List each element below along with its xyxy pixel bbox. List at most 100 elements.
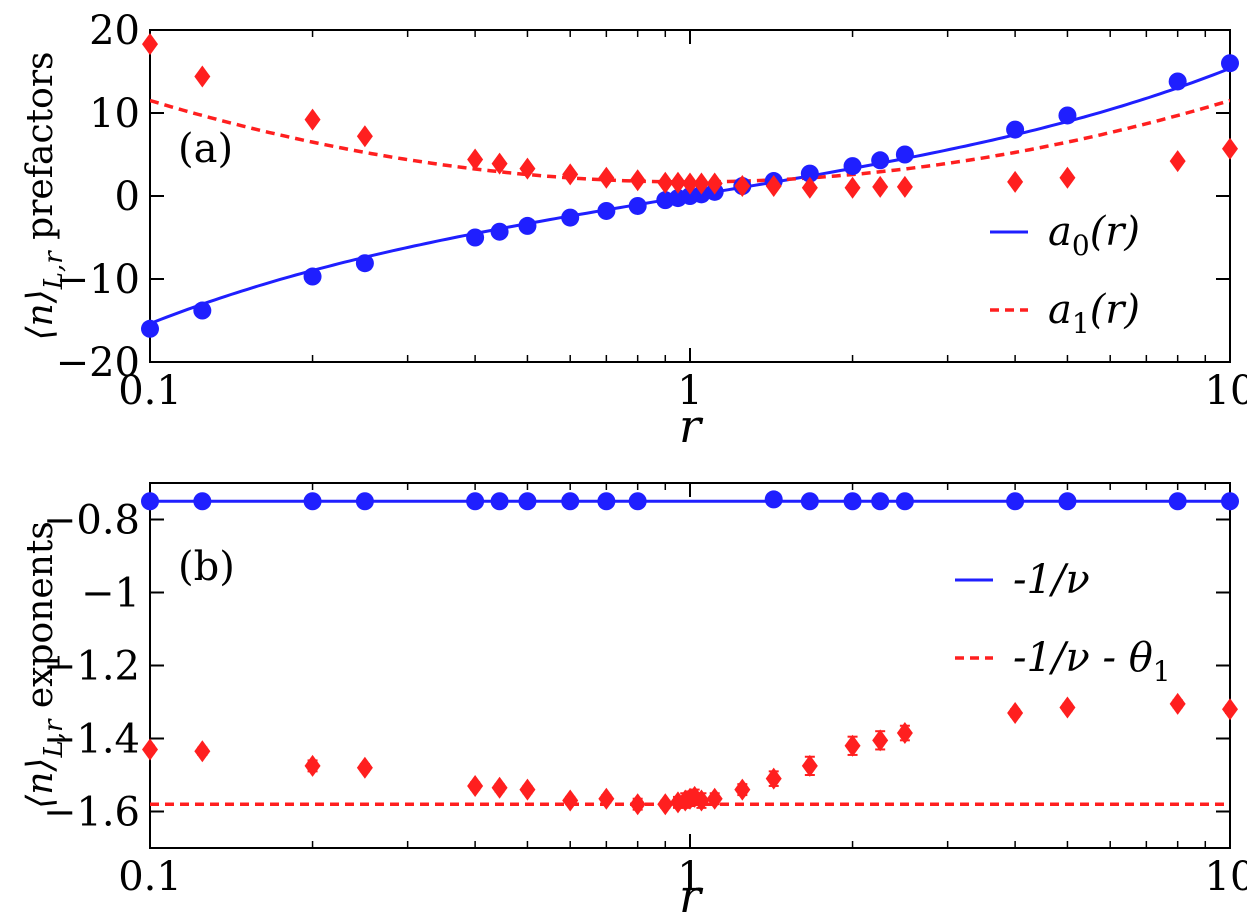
data-point-diamond [194,740,211,763]
data-point-diamond [1007,701,1024,724]
data-point-circle [597,201,616,220]
data-point-circle [843,157,862,176]
data-point-circle [1221,54,1239,73]
data-point-circle [303,492,322,511]
data-point-circle [800,164,819,183]
y-label-suffix: prefactors [20,51,61,251]
legend-label-sub: 1 [1153,655,1171,688]
x-tick-label: 1 [677,854,702,900]
y-tick-label: −1.6 [43,790,140,836]
data-point-circle [843,492,862,511]
data-point-diamond [562,163,579,186]
panel-b-exponents: 0.1 1 10 −0.8 −1 −1.2 −1.4 −1.6 r ⟨n⟩L,r exponent… [20,482,1247,918]
data-point-diamond [706,172,723,195]
data-point-diamond [491,152,508,175]
data-point-circle [561,208,580,227]
data-point-circle [490,222,509,241]
data-point-circle [597,492,616,511]
data-point-circle [1221,492,1239,511]
x-axis-label: r [679,869,704,918]
data-point-diamond [1222,137,1238,160]
data-point-diamond [1059,166,1076,189]
data-point-circle [490,492,509,511]
y-tick-label: −1.4 [43,717,140,763]
y-tick-label: 10 [89,91,140,137]
data-point-diamond [467,774,484,797]
data-point-diamond [844,734,861,757]
data-point-circle [466,228,485,247]
data-point-diamond [801,754,818,777]
data-point-diamond [872,729,889,752]
data-point-circle [1058,106,1077,125]
data-point-diamond [669,171,686,194]
data-point-diamond [765,175,782,198]
data-point-diamond [304,754,321,777]
legend-label-2: a1(r) [1048,287,1140,340]
data-point-diamond [142,33,158,56]
legend-label-main: -1/ν - θ [1013,635,1153,681]
legend-label-main: a [1048,209,1072,255]
legend-label-tail: (r) [1090,209,1140,255]
data-point-circle [895,145,914,164]
y-tick-label: −0.8 [43,498,140,544]
data-point-diamond [356,125,373,148]
y-label-sub: L,r [39,250,69,291]
legend-label-sub: 1 [1072,307,1090,340]
data-point-diamond [562,789,579,812]
data-point-circle [764,490,783,509]
y-tick-label: −10 [56,257,140,303]
x-tick-label: 0.1 [118,854,182,900]
data-point-diamond [491,776,508,799]
legend-label-sub: 0 [1072,229,1090,262]
data-point-diamond [1222,698,1238,721]
data-point-diamond [467,148,484,171]
data-point-circle [518,492,537,511]
data-point-diamond [1169,692,1186,715]
data-point-diamond [142,738,158,761]
data-point-circle [141,319,159,338]
data-point-diamond [304,108,321,131]
panel-label: (a) [178,126,233,172]
data-point-circle [895,492,914,511]
y-axis-label: ⟨n⟩L,r prefactors [20,51,69,340]
y-label-main: ⟨n⟩ [20,758,61,809]
data-point-circle [193,492,212,511]
legend-label-1: a0(r) [1048,209,1140,262]
data-point-diamond [1169,150,1186,173]
data-point-circle [303,267,322,286]
data-point-circle [561,492,580,511]
data-point-diamond [629,793,646,816]
data-point-circle [871,492,890,511]
data-point-diamond [896,175,913,198]
data-point-circle [871,151,890,170]
data-point-diamond [765,767,782,790]
data-point-circle [628,492,647,511]
y-tick-label: 0 [115,174,140,220]
data-point-diamond [693,172,710,195]
y-axis-label: ⟨n⟩L,r exponents [20,521,69,809]
data-point-circle [800,492,819,511]
data-point-diamond [872,175,889,198]
data-point-circle [355,254,374,273]
x-tick-label: 10 [1205,854,1247,900]
legend-label-tail: (r) [1090,287,1140,333]
data-point-diamond [598,787,615,810]
y-label-suffix: exponents [20,521,61,719]
data-point-circle [1168,492,1187,511]
data-point-circle [628,196,647,215]
data-point-diamond [734,175,751,198]
x-tick-label: 1 [677,368,702,414]
data-point-circle [466,492,485,511]
x-axis-label: r [679,399,704,453]
data-point-diamond [734,778,751,801]
data-point-diamond [356,756,373,779]
data-point-circle [1168,72,1187,91]
data-point-diamond [693,789,710,812]
y-tick-label: −1.2 [43,644,140,690]
data-point-diamond [1007,170,1024,193]
data-point-diamond [598,166,615,189]
data-point-circle [1006,120,1025,139]
y-label-sub: L,r [39,718,69,759]
data-point-circle [518,216,537,235]
